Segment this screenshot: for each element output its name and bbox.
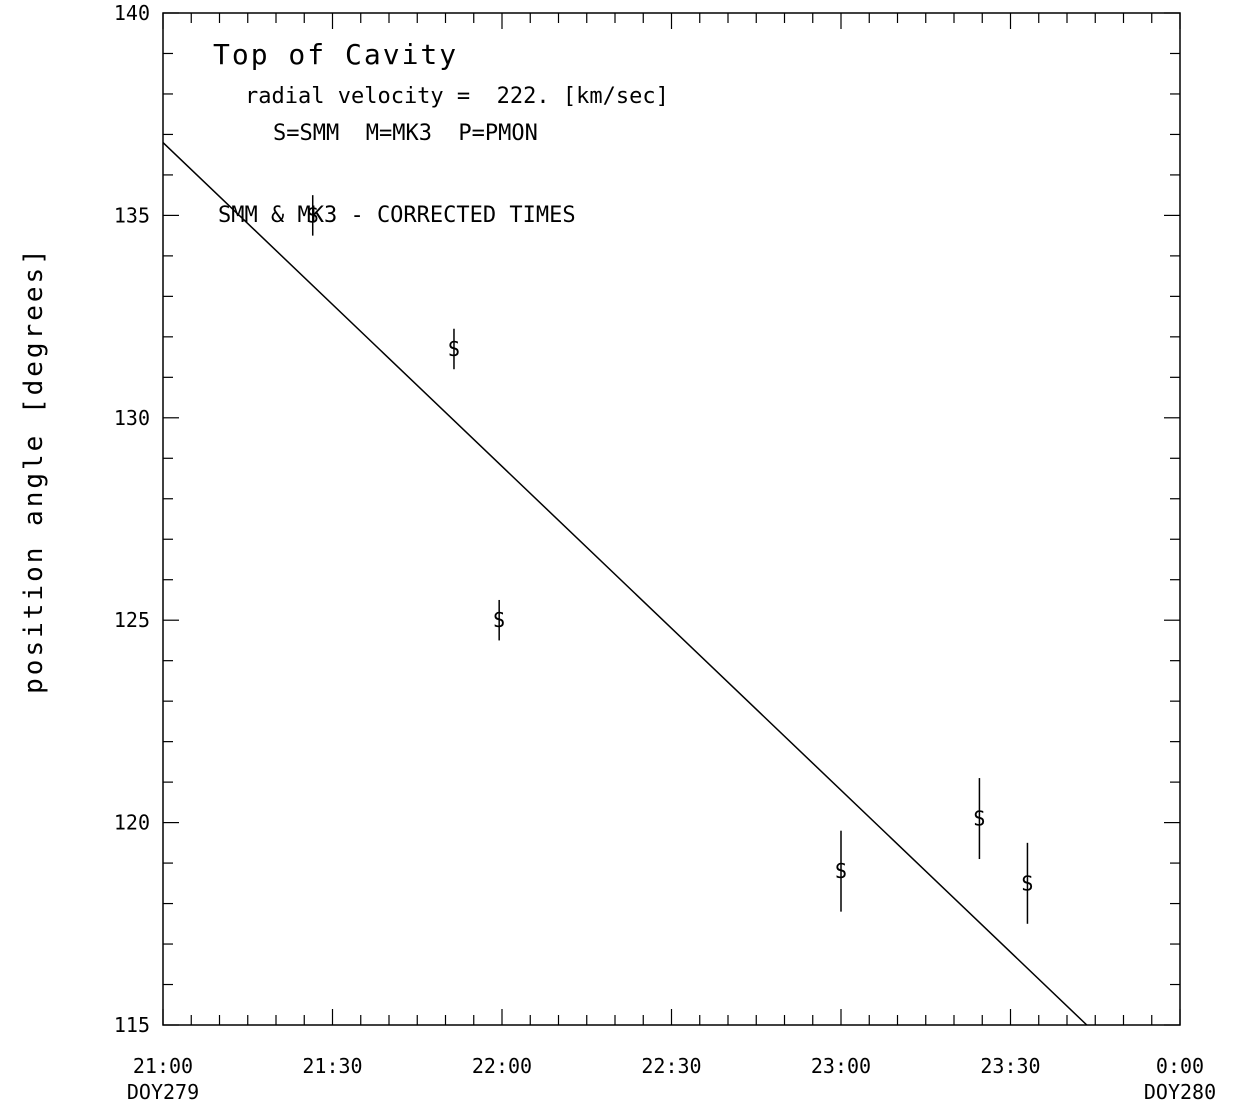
data-point: S (835, 830, 847, 912)
x-tick-label: 22:30 (641, 1054, 701, 1078)
velocity-annotation: radial velocity = 222. [km/sec] (245, 84, 669, 109)
y-tick-label: 140 (114, 1, 150, 25)
chart-title: Top of Cavity (213, 38, 458, 71)
x-tick-label: 21:00 (133, 1054, 193, 1078)
y-tick-label: 125 (114, 608, 150, 632)
data-point: S (448, 328, 460, 370)
data-point: S (307, 195, 319, 236)
x-tick-label: 22:00 (472, 1054, 532, 1078)
instrument-legend: S=SMM M=MK3 P=PMON (273, 121, 538, 146)
y-tick-label: 115 (114, 1013, 150, 1037)
x-tick-label: 0:00 (1156, 1054, 1204, 1078)
point-marker: S (973, 807, 985, 831)
data-point: S (973, 778, 985, 860)
y-tick-label: 120 (114, 811, 150, 835)
point-marker: S (448, 337, 460, 361)
x-tick-label: 21:30 (302, 1054, 362, 1078)
x-tick-label: 23:00 (811, 1054, 871, 1078)
point-marker: S (835, 859, 847, 883)
x-sub-label: DOY280 (1144, 1080, 1216, 1104)
fit-line (162, 141, 1088, 1026)
y-tick-label: 135 (114, 203, 150, 227)
y-axis-label: position angle [degrees] (19, 246, 49, 694)
point-marker: S (307, 203, 319, 227)
corrected-times-note: SMM & MK3 - CORRECTED TIMES (218, 203, 576, 228)
x-sub-label: DOY279 (127, 1080, 199, 1104)
point-marker: S (493, 608, 505, 632)
point-marker: S (1021, 871, 1033, 895)
y-tick-label: 130 (114, 406, 150, 430)
data-point: S (493, 599, 505, 641)
tick-marks (162, 12, 1181, 1026)
data-points: S S S S S S (307, 195, 1033, 924)
data-point: S (1021, 842, 1033, 924)
x-tick-label: 23:30 (980, 1054, 1040, 1078)
